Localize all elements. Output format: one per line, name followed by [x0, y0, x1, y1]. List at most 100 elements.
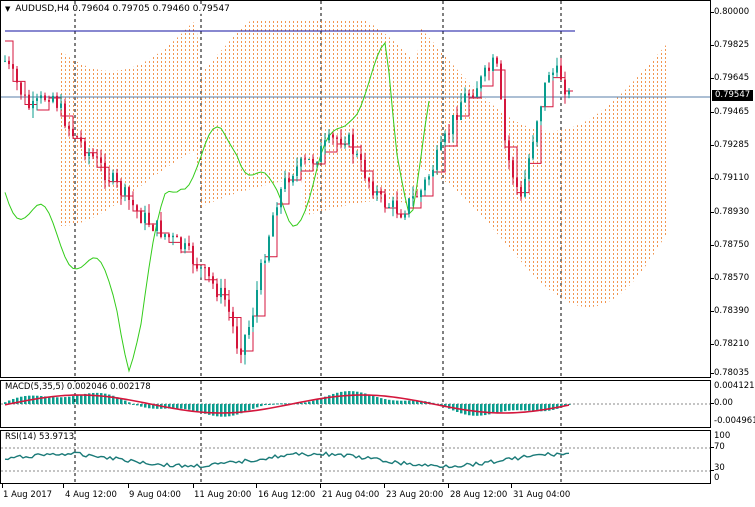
candle-body [192, 245, 194, 265]
candle-body [564, 79, 566, 95]
candle-body [268, 236, 270, 261]
macd-histogram-bar [564, 404, 567, 407]
macd-histogram-bar [108, 394, 111, 404]
candle-body [224, 287, 226, 300]
macd-histogram-bar [240, 404, 243, 414]
candle-body [408, 198, 410, 214]
macd-scale[interactable]: 0.004121 0.00 -0.004961 [711, 380, 755, 428]
price-chart-pane[interactable]: ▼ AUDUSD,H4 0.79604 0.79705 0.79460 0.79… [0, 0, 711, 378]
candle-body [452, 115, 454, 135]
macd-histogram-bar [252, 404, 255, 409]
macd-histogram-bar [176, 404, 179, 409]
macd-pane[interactable]: MACD(5,35,5) 0.002046 0.002178 [0, 380, 711, 428]
candle-body [52, 95, 54, 102]
macd-histogram-bar [444, 404, 447, 408]
macd-histogram-bar [40, 396, 43, 404]
macd-value-signal: 0.002178 [110, 382, 151, 392]
candle-body [324, 140, 326, 147]
candle-body [508, 140, 510, 161]
candle-body [432, 169, 434, 177]
candle-body [240, 348, 242, 355]
macd-histogram-bar [308, 401, 311, 404]
candle-body [344, 144, 346, 146]
candle-body [56, 95, 58, 108]
candle-body [88, 152, 90, 156]
macd-histogram-bar [524, 404, 527, 411]
candle-body [552, 72, 554, 76]
time-label: 9 Aug 04:00 [129, 490, 181, 500]
rsi-canvas[interactable] [1, 431, 711, 484]
candle-body [188, 243, 190, 246]
candle-body [12, 64, 14, 69]
candle-body [264, 260, 266, 263]
rsi-line [4, 451, 570, 469]
current-price-marker: 0.79547 [712, 90, 754, 101]
macd-histogram-bar [536, 404, 539, 412]
chart-menu-triangle-icon[interactable]: ▼ [5, 5, 11, 13]
macd-histogram-bar [4, 402, 7, 404]
macd-histogram-bar [36, 395, 39, 404]
price-chart-canvas[interactable] [1, 1, 711, 378]
price-label: 0.78035 [714, 368, 750, 378]
time-label: 16 Aug 12:00 [258, 490, 316, 500]
macd-histogram-bar [528, 404, 531, 411]
chart-title: ▼ AUDUSD,H4 0.79604 0.79705 0.79460 0.79… [5, 4, 230, 14]
candle-body [468, 93, 470, 96]
macd-histogram-bar [80, 394, 83, 404]
candle-body [292, 175, 294, 183]
rsi-value: 53.9713 [38, 432, 75, 442]
candle-body [144, 212, 146, 224]
macd-histogram-bar [156, 404, 159, 409]
macd-canvas[interactable] [1, 381, 711, 428]
candle-body [116, 172, 118, 182]
candle-body [152, 224, 154, 231]
candle-body [256, 289, 258, 316]
macd-histogram-bar [380, 398, 383, 404]
candle-body [208, 267, 210, 277]
candle-body [288, 178, 290, 183]
candle-body [184, 243, 186, 250]
candle-body [476, 88, 478, 98]
candle-body [380, 191, 382, 195]
macd-histogram-bar [348, 391, 351, 404]
macd-histogram-bar [76, 395, 79, 404]
candle-body [376, 191, 378, 196]
candle-body [372, 181, 374, 196]
candle-body [272, 215, 274, 237]
macd-histogram-bar [124, 400, 127, 404]
candle-body [364, 159, 366, 179]
time-axis[interactable]: 1 Aug 2017 4 Aug 12:00 9 Aug 04:00 11 Au… [0, 484, 711, 507]
candle-body [360, 153, 362, 160]
price-label: 0.80000 [714, 7, 750, 17]
time-label: 21 Aug 04:00 [322, 490, 380, 500]
macd-histogram-bar [256, 404, 259, 408]
price-scale[interactable]: 0.80000 0.79825 0.79645 0.79465 0.79285 … [711, 0, 755, 378]
candle-body [424, 179, 426, 191]
candle-body [140, 210, 142, 224]
macd-histogram-bar [184, 404, 187, 410]
macd-histogram-bar [372, 395, 375, 404]
macd-histogram-bar [392, 400, 395, 404]
candle-body [280, 189, 282, 208]
macd-histogram-bar [8, 400, 11, 404]
macd-scale-label: 0.00 [714, 398, 733, 408]
macd-histogram-bar [396, 400, 399, 404]
candle-body [352, 134, 354, 155]
macd-histogram-bar [16, 397, 19, 404]
rsi-scale[interactable]: 100 70 30 0 [711, 430, 755, 484]
candle-body [520, 187, 522, 197]
macd-histogram-bar [376, 397, 379, 404]
price-label: 0.79645 [714, 73, 750, 83]
candle-body [540, 106, 542, 122]
macd-histogram-bar [512, 404, 515, 411]
rsi-scale-label: 70 [714, 442, 725, 452]
macd-histogram-bar [336, 392, 339, 404]
candle-body [104, 162, 106, 181]
rsi-pane[interactable]: RSI(14) 53.9713 [0, 430, 711, 484]
candle-body [132, 199, 134, 206]
candle-body [388, 206, 390, 208]
macd-histogram-bar [88, 393, 91, 404]
macd-histogram-bar [484, 404, 487, 416]
candle-body [32, 100, 34, 109]
rsi-label: RSI(14) [5, 432, 37, 442]
